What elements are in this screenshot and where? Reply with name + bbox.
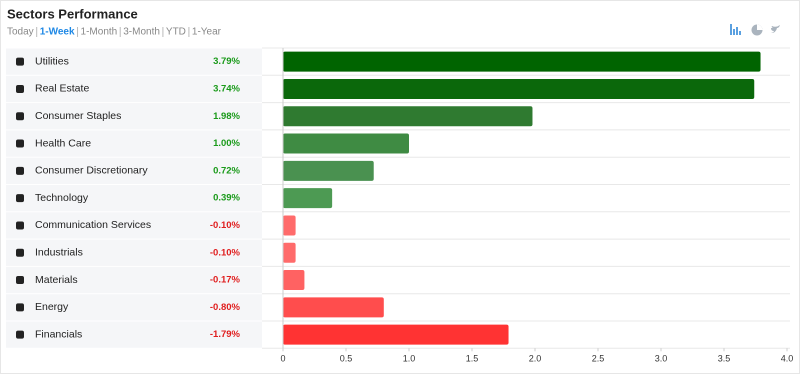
x-tick-label: 1.5 [466,354,479,364]
bar [283,324,509,345]
row-bg [6,157,262,184]
sector-name: Consumer Staples [35,110,121,122]
sector-name: Utilities [35,55,69,67]
bar [283,133,409,154]
value-label: -0.17% [210,275,241,286]
x-tick-label: 3.0 [655,354,668,364]
row-bg [6,130,262,157]
value-label: 3.79% [213,56,240,67]
x-tick-label: 2.0 [529,354,542,364]
value-label: -0.10% [210,220,241,231]
bar [283,106,533,127]
sector-icon [16,330,24,339]
row-bg [6,103,262,130]
sector-icon [16,194,24,203]
bar [283,242,296,263]
x-tick-label: 3.5 [718,354,731,364]
bar [283,270,305,291]
row-bg [6,212,262,239]
tab[interactable]: 3-Month [123,27,160,38]
tab[interactable]: 1-Year [192,27,222,38]
twitter-icon[interactable] [771,25,780,33]
sector-icon [16,112,24,121]
sector-name: Real Estate [35,83,89,95]
bar [283,215,296,236]
value-label: -0.10% [210,247,241,258]
sector-name: Consumer Discretionary [35,165,148,177]
row-bg [6,185,262,212]
bar-icon [739,31,741,35]
sector-icon [16,84,24,93]
sector-icon [16,276,24,285]
tab[interactable]: YTD [166,27,186,38]
bar [283,78,755,99]
value-label: 1.98% [213,111,240,122]
sector-name: Technology [35,192,89,204]
row-bg [6,321,262,348]
bar [283,297,384,318]
sector-icon [16,166,24,175]
view-icons [730,24,780,36]
value-label: 0.72% [213,165,240,176]
sector-name: Financials [35,328,82,340]
bar [283,188,333,209]
bar-icon [736,27,738,35]
x-tick-label: 1.0 [403,354,416,364]
bar-icon [733,29,735,35]
sector-name: Communication Services [35,219,151,231]
x-tick-label: 0 [280,354,285,364]
sector-icon [16,303,24,312]
sector-icon [16,57,24,66]
sector-icon [16,248,24,257]
tab[interactable]: Today [7,27,34,38]
row-bg [6,75,262,103]
sector-name: Health Care [35,137,91,149]
value-label: -0.80% [210,302,241,313]
x-tick-label: 4.0 [781,354,794,364]
x-tick-label: 2.5 [592,354,605,364]
bar-icon[interactable] [730,24,732,35]
sector-name: Energy [35,301,69,313]
row-bg [6,294,262,321]
bar [283,51,761,72]
title: Sectors Performance [7,6,138,21]
value-label: 0.39% [213,193,240,204]
row-bg [6,239,262,266]
bar [283,160,374,181]
value-label: -1.79% [210,329,241,340]
value-label: 3.74% [213,83,240,94]
row-bg [6,266,262,294]
x-tick-label: 0.5 [340,354,353,364]
sector-icon [16,221,24,230]
sector-name: Industrials [35,247,83,259]
tab[interactable]: 1-Week [40,27,75,38]
sector-icon [16,139,24,148]
sector-name: Materials [35,274,78,286]
row-bg [6,48,262,75]
value-label: 1.00% [213,138,240,149]
tab[interactable]: 1-Month [81,27,118,38]
pie-slice [757,24,763,30]
